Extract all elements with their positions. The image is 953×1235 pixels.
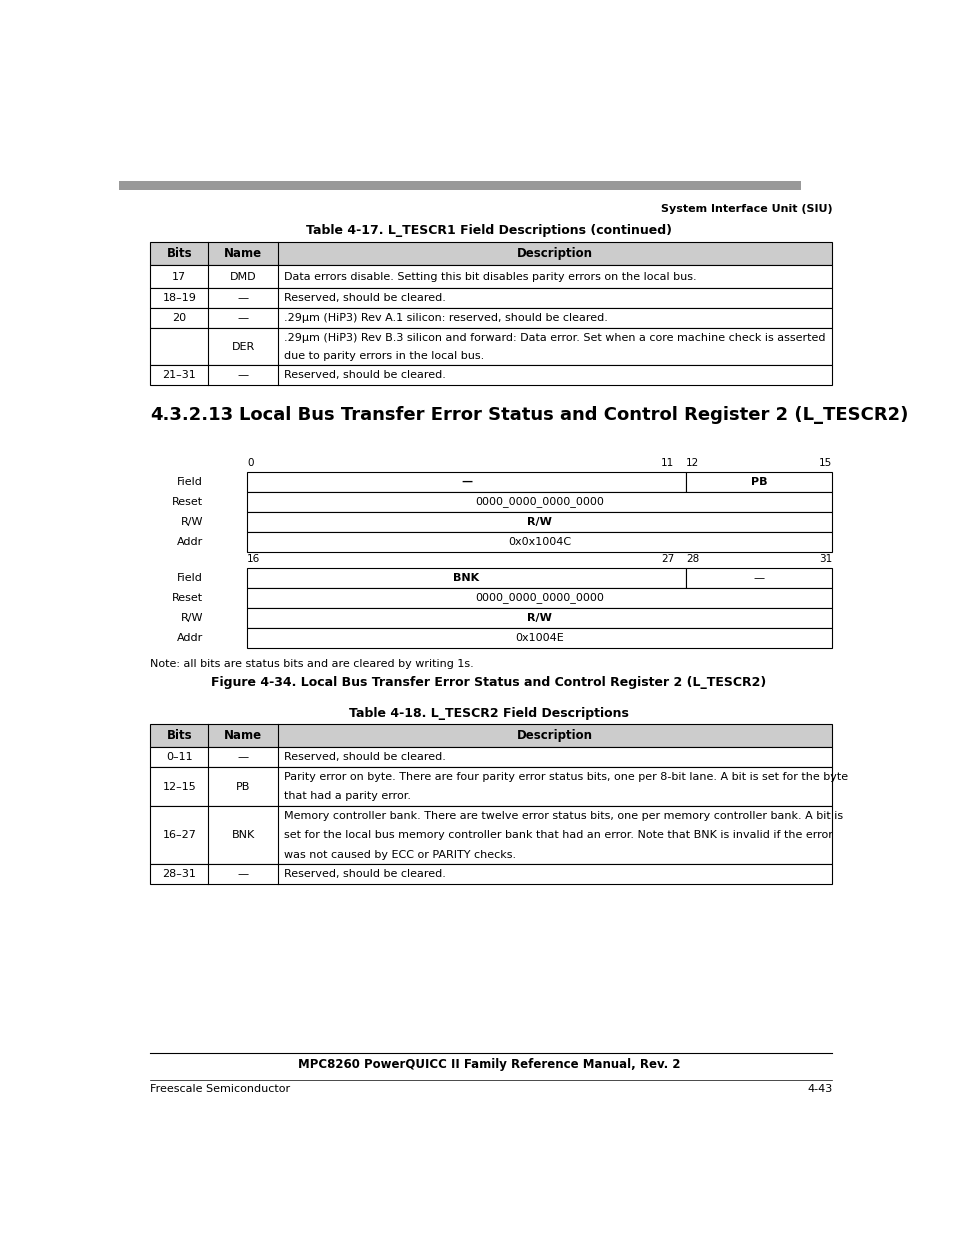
Bar [150, 266, 831, 288]
Bar [150, 329, 831, 366]
Text: 0x0x1004C: 0x0x1004C [508, 537, 571, 547]
Text: 28–31: 28–31 [162, 869, 196, 879]
Bar [247, 511, 831, 531]
Text: Addr: Addr [176, 632, 203, 643]
Text: 0000_0000_0000_0000: 0000_0000_0000_0000 [475, 496, 603, 508]
Text: PB: PB [750, 477, 766, 487]
Text: R/W: R/W [527, 516, 552, 526]
Text: Field: Field [177, 477, 203, 487]
Text: that had a parity error.: that had a parity error. [284, 792, 411, 802]
Text: 16: 16 [247, 555, 260, 564]
Text: 0000_0000_0000_0000: 0000_0000_0000_0000 [475, 593, 603, 604]
Text: 31: 31 [818, 555, 831, 564]
Text: Figure 4-34. Local Bus Transfer Error Status and Control Register 2 (L_TESCR2): Figure 4-34. Local Bus Transfer Error St… [211, 677, 766, 689]
Text: Reset: Reset [172, 593, 203, 603]
Text: Note: all bits are status bits and are cleared by writing 1s.: Note: all bits are status bits and are c… [150, 659, 474, 669]
Text: 12–15: 12–15 [162, 782, 196, 792]
Text: 16–27: 16–27 [162, 830, 196, 840]
Text: 0: 0 [247, 458, 253, 468]
Text: Reserved, should be cleared.: Reserved, should be cleared. [284, 752, 446, 762]
Text: Reserved, should be cleared.: Reserved, should be cleared. [284, 370, 446, 380]
Text: Parity error on byte. There are four parity error status bits, one per 8-bit lan: Parity error on byte. There are four par… [284, 772, 847, 782]
Text: R/W: R/W [180, 516, 203, 526]
Bar [685, 472, 831, 492]
Text: 4.3.2.13: 4.3.2.13 [150, 406, 233, 424]
Text: .29μm (HiP3) Rev A.1 silicon: reserved, should be cleared.: .29μm (HiP3) Rev A.1 silicon: reserved, … [284, 314, 608, 324]
Text: Data errors disable. Setting this bit disables parity errors on the local bus.: Data errors disable. Setting this bit di… [284, 272, 697, 282]
Text: R/W: R/W [527, 613, 552, 622]
Text: Reserved, should be cleared.: Reserved, should be cleared. [284, 294, 446, 304]
Bar [119, 180, 801, 190]
Bar [150, 366, 831, 385]
Text: BNK: BNK [453, 573, 479, 583]
Bar [150, 724, 831, 747]
Text: 27: 27 [660, 555, 674, 564]
Text: BNK: BNK [232, 830, 254, 840]
Text: 15: 15 [818, 458, 831, 468]
Bar [247, 627, 831, 648]
Text: —: — [237, 752, 249, 762]
Text: —: — [753, 573, 764, 583]
Text: 28: 28 [685, 555, 699, 564]
Text: MPC8260 PowerQUICC II Family Reference Manual, Rev. 2: MPC8260 PowerQUICC II Family Reference M… [297, 1058, 679, 1071]
Text: Bits: Bits [167, 247, 192, 261]
Text: —: — [460, 477, 472, 487]
Bar [247, 492, 831, 511]
Text: —: — [237, 314, 249, 324]
Text: Memory controller bank. There are twelve error status bits, one per memory contr: Memory controller bank. There are twelve… [284, 810, 842, 820]
Text: Table 4-17. L_TESCR1 Field Descriptions (continued): Table 4-17. L_TESCR1 Field Descriptions … [306, 224, 671, 237]
Text: 21–31: 21–31 [162, 370, 196, 380]
Bar [247, 588, 831, 608]
Text: 11: 11 [660, 458, 674, 468]
Bar [150, 288, 831, 309]
Text: Description: Description [517, 729, 593, 742]
Text: —: — [237, 294, 249, 304]
Text: set for the local bus memory controller bank that had an error. Note that BNK is: set for the local bus memory controller … [284, 830, 832, 840]
Bar [150, 309, 831, 329]
Bar [685, 568, 831, 588]
Bar [150, 805, 831, 864]
Bar [150, 864, 831, 884]
Text: Reset: Reset [172, 496, 203, 506]
Text: was not caused by ECC or PARITY checks.: was not caused by ECC or PARITY checks. [284, 850, 516, 860]
Text: 20: 20 [172, 314, 186, 324]
Text: R/W: R/W [180, 613, 203, 622]
Text: Field: Field [177, 573, 203, 583]
Text: 0x1004E: 0x1004E [515, 632, 563, 643]
Text: PB: PB [235, 782, 251, 792]
Text: DER: DER [232, 342, 254, 352]
Bar [247, 608, 831, 627]
Text: System Interface Unit (SIU): System Interface Unit (SIU) [659, 204, 831, 214]
Text: Description: Description [517, 247, 593, 261]
Text: —: — [237, 869, 249, 879]
Text: Bits: Bits [167, 729, 192, 742]
Text: Addr: Addr [176, 537, 203, 547]
Bar [150, 767, 831, 805]
Text: Name: Name [224, 729, 262, 742]
Text: due to parity errors in the local bus.: due to parity errors in the local bus. [284, 351, 484, 361]
Bar [150, 242, 831, 266]
Text: 17: 17 [172, 272, 186, 282]
Text: Freescale Semiconductor: Freescale Semiconductor [150, 1084, 290, 1094]
Text: 4-43: 4-43 [806, 1084, 831, 1094]
Bar [247, 568, 685, 588]
Bar [247, 531, 831, 552]
Text: DMD: DMD [230, 272, 256, 282]
Text: —: — [237, 370, 249, 380]
Bar [247, 472, 685, 492]
Text: .29μm (HiP3) Rev B.3 silicon and forward: Data error. Set when a core machine ch: .29μm (HiP3) Rev B.3 silicon and forward… [284, 332, 825, 342]
Bar [150, 747, 831, 767]
Text: Name: Name [224, 247, 262, 261]
Text: 18–19: 18–19 [162, 294, 196, 304]
Text: 12: 12 [685, 458, 699, 468]
Text: Reserved, should be cleared.: Reserved, should be cleared. [284, 869, 446, 879]
Text: Table 4-18. L_TESCR2 Field Descriptions: Table 4-18. L_TESCR2 Field Descriptions [349, 708, 628, 720]
Text: Local Bus Transfer Error Status and Control Register 2 (L_TESCR2): Local Bus Transfer Error Status and Cont… [239, 406, 908, 424]
Text: 0–11: 0–11 [166, 752, 193, 762]
